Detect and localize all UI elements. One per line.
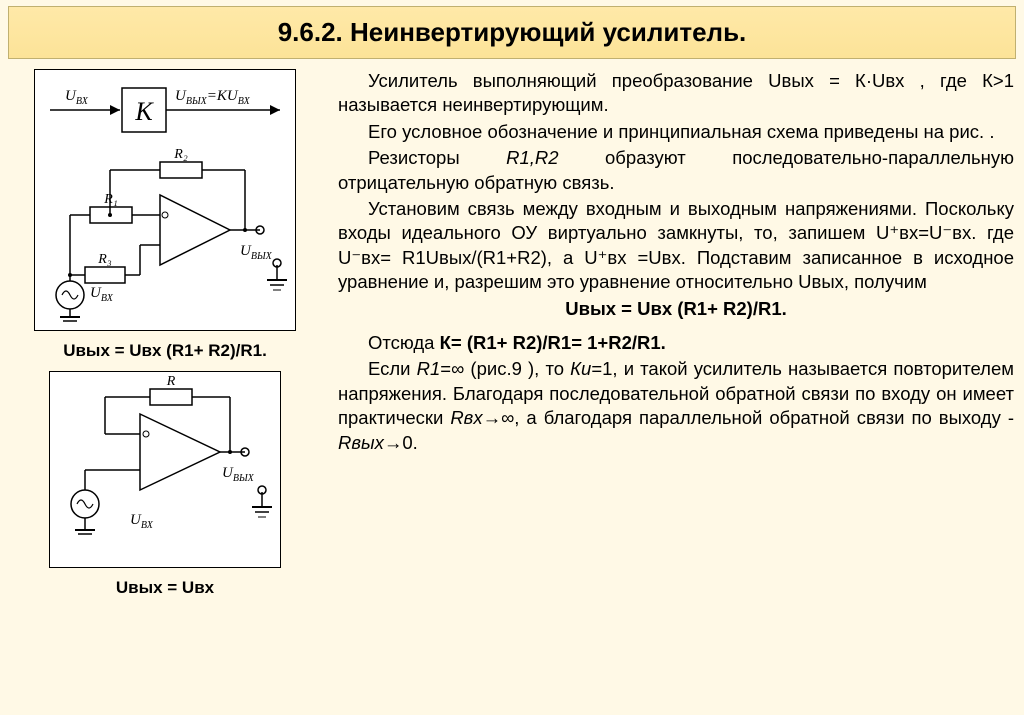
svg-text:K: K: [134, 97, 154, 126]
para-7: Если R1=∞ (рис.9 ), то Ки=1, и такой уси…: [338, 357, 1014, 455]
right-column: Усилитель выполняющий преобразование Uвы…: [320, 69, 1014, 608]
para-5-formula: Uвых = Uвх (R1+ R2)/R1.: [338, 297, 1014, 321]
diagram-block-schematic: K UВХ UВЫХ=KUВХ R₂: [34, 69, 296, 331]
para-4: Установим связь между входным и выходным…: [338, 197, 1014, 295]
svg-text:UВХ: UВХ: [130, 512, 154, 531]
left-column: K UВХ UВЫХ=KUВХ R₂: [10, 69, 320, 608]
para-2: Его условное обозначение и принципиальна…: [338, 120, 1014, 144]
main-content: K UВХ UВЫХ=KUВХ R₂: [0, 69, 1024, 608]
svg-text:UВЫХ: UВЫХ: [222, 465, 255, 484]
para-spacer: [338, 323, 1014, 329]
para-1: Усилитель выполняющий преобразование Uвы…: [338, 69, 1014, 118]
svg-text:UВХ: UВХ: [65, 88, 89, 107]
diagram2-caption: Uвых = Uвх: [116, 578, 214, 598]
svg-text:UВХ: UВХ: [90, 285, 114, 304]
svg-text:R₂: R₂: [173, 147, 188, 162]
svg-text:R₁: R₁: [103, 192, 117, 207]
diagram-follower: R UВЫХ: [49, 371, 281, 568]
svg-text:UВЫХ=KUВХ: UВЫХ=KUВХ: [175, 88, 251, 107]
para-3: Резисторы R1,R2 образуют последовательно…: [338, 146, 1014, 195]
diagram1-caption: Uвых = Uвх (R1+ R2)/R1.: [63, 341, 267, 361]
svg-text:R₃: R₃: [97, 252, 112, 267]
para-6: Отсюда К= (R1+ R2)/R1= 1+R2/R1.: [338, 331, 1014, 355]
page-title: 9.6.2. Неинвертирующий усилитель.: [8, 6, 1016, 59]
svg-text:R: R: [166, 374, 176, 389]
svg-text:UВЫХ: UВЫХ: [240, 243, 273, 262]
